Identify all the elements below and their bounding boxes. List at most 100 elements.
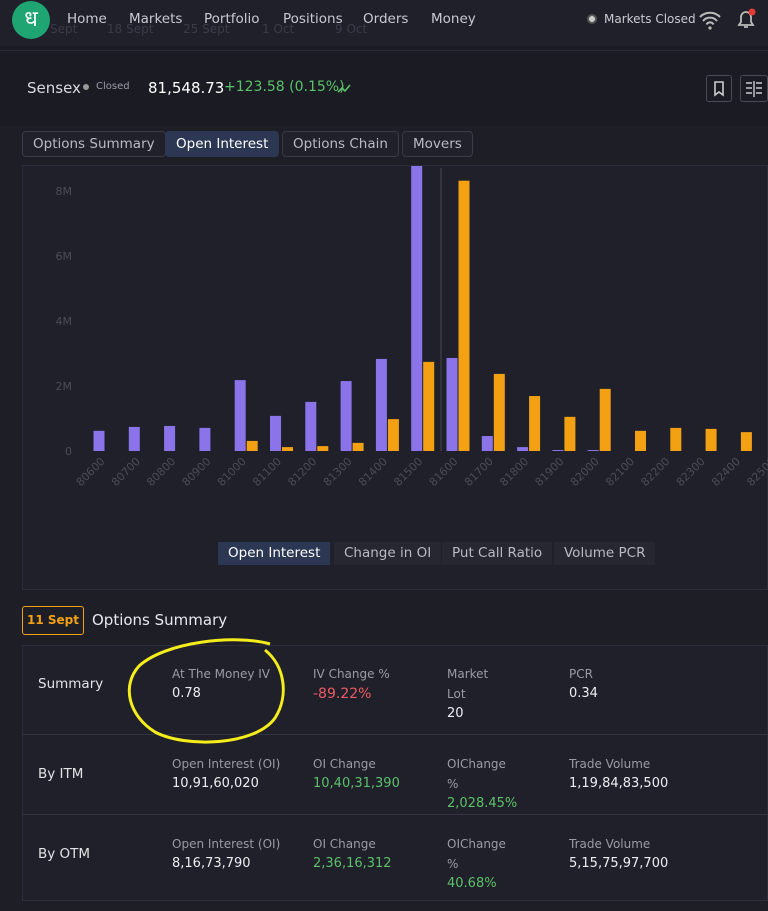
cell-label: OIChange % xyxy=(447,837,506,871)
bar xyxy=(705,428,717,451)
x-tick-label: 81300 xyxy=(321,455,355,489)
chart-panel xyxy=(22,165,768,590)
summary-table xyxy=(22,645,768,901)
bar xyxy=(128,426,140,451)
x-tick-label: 81400 xyxy=(356,455,390,489)
logo[interactable]: ध xyxy=(12,1,50,39)
bar xyxy=(552,450,564,451)
strip-date: 1 Oct xyxy=(262,22,295,36)
cell-label: Open Interest (OI) xyxy=(172,757,281,771)
x-tick-label: 81000 xyxy=(215,455,249,489)
nav-item[interactable]: Home xyxy=(67,11,107,27)
index-price: 81,548.73 xyxy=(148,79,225,97)
wifi-icon[interactable] xyxy=(698,8,722,30)
x-tick-label: 82300 xyxy=(674,455,708,489)
bar xyxy=(352,442,364,451)
section-title: Options Summary xyxy=(92,611,228,629)
bar xyxy=(282,447,293,451)
table-row xyxy=(22,645,768,735)
x-tick-label: 82500 xyxy=(744,455,768,489)
cell-label: OI Change xyxy=(313,757,376,771)
bar xyxy=(493,373,505,451)
bar xyxy=(340,381,352,451)
bar xyxy=(458,180,470,451)
x-tick-label: 81600 xyxy=(427,455,461,489)
bar xyxy=(670,427,682,451)
x-tick-label: 81700 xyxy=(462,455,496,489)
y-tick-label: 8M xyxy=(56,185,73,198)
nav-item[interactable]: Money xyxy=(431,11,476,27)
nav-item[interactable]: Portfolio xyxy=(204,11,260,27)
cell-value: 0.78 xyxy=(172,686,201,701)
cell-value: 2,028.45% xyxy=(447,796,518,811)
cell-value: -89.22% xyxy=(313,686,372,702)
cell-label: OI Change xyxy=(313,837,376,851)
x-tick-label: 81100 xyxy=(250,455,284,489)
x-tick-label: 81900 xyxy=(533,455,567,489)
bar xyxy=(517,447,529,451)
bar xyxy=(411,166,423,451)
tab[interactable]: Options Summary xyxy=(22,131,166,157)
cell-value: 40.68% xyxy=(447,876,497,891)
table-row xyxy=(22,735,768,815)
cell-value: 8,16,73,790 xyxy=(172,856,251,871)
cell-label: IV Change % xyxy=(313,667,390,681)
x-tick-label: 81500 xyxy=(391,455,425,489)
bell-icon[interactable] xyxy=(734,7,758,31)
tab[interactable]: Options Chain xyxy=(282,131,399,157)
bookmark-button[interactable] xyxy=(706,75,732,102)
status-dot xyxy=(83,84,89,90)
date-badge: 11 Sept xyxy=(22,606,84,635)
strip-date: 9 Oct xyxy=(335,22,368,36)
chart-tab[interactable]: Put Call Ratio xyxy=(442,542,553,565)
y-tick-label: 6M xyxy=(56,250,73,263)
x-labels: 80600 80700 80800 80900 81000 81100 81200 81300… xyxy=(74,455,768,489)
strip-date: 18 Sept xyxy=(107,22,154,36)
cell-label: Trade Volume xyxy=(569,757,651,771)
bar xyxy=(599,388,611,451)
cell-value: 0.34 xyxy=(569,686,598,701)
chart-tab[interactable]: Change in OI xyxy=(334,542,442,565)
cell-value: 1,19,84,83,500 xyxy=(569,776,669,791)
y-tick-label: 2M xyxy=(56,380,73,393)
cell-value: 10,91,60,020 xyxy=(172,776,259,791)
strip-date: Sept xyxy=(50,22,78,36)
x-tick-label: 82200 xyxy=(638,455,672,489)
bar xyxy=(481,436,493,451)
bar xyxy=(529,396,541,451)
bar xyxy=(93,430,105,451)
y-tick-label: 0 xyxy=(65,445,72,458)
bar xyxy=(375,358,387,451)
tab[interactable]: Movers xyxy=(402,131,473,157)
cell-label: Open Interest (OI) xyxy=(172,837,281,851)
strip-date: 25 Sept xyxy=(183,22,230,36)
chart-tab[interactable]: Volume PCR xyxy=(554,542,656,565)
row-label: By ITM xyxy=(38,766,84,782)
cell-label: PCR xyxy=(569,667,593,681)
nav-item[interactable]: Orders xyxy=(363,11,409,27)
index-status: Closed xyxy=(96,81,130,92)
plot xyxy=(93,166,752,451)
row-label: Summary xyxy=(38,676,104,692)
nav-item[interactable]: Positions xyxy=(283,11,343,27)
row-label: By OTM xyxy=(38,846,91,862)
bar xyxy=(635,430,646,451)
status-dot xyxy=(587,14,597,24)
x-tick-label: 80600 xyxy=(74,455,108,489)
index-name: Sensex xyxy=(27,79,81,97)
cell-label: OIChange % xyxy=(447,757,506,791)
bar xyxy=(564,416,576,451)
x-tick-label: 81200 xyxy=(285,455,319,489)
x-tick-label: 80800 xyxy=(144,455,178,489)
x-tick-label: 80700 xyxy=(109,455,143,489)
nav-item[interactable]: Markets xyxy=(129,11,183,27)
x-tick-label: 82000 xyxy=(568,455,602,489)
bar xyxy=(246,440,258,451)
index-change: +123.58 (0.15%) xyxy=(224,79,345,95)
chart-tab[interactable]: Open Interest xyxy=(218,542,331,565)
x-tick-label: 82400 xyxy=(709,455,743,489)
cell-value: 20 xyxy=(447,706,464,721)
tab[interactable]: Open Interest xyxy=(165,131,280,157)
bar xyxy=(234,380,246,451)
